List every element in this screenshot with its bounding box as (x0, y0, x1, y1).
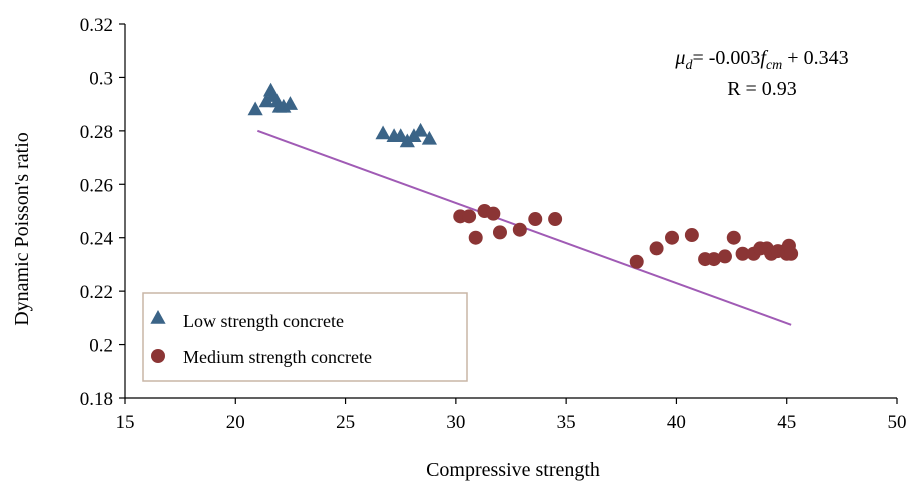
x-tick-label: 30 (446, 412, 465, 433)
data-point-medium-strength (784, 246, 799, 261)
data-point-low-strength (412, 122, 429, 137)
legend-box (142, 292, 468, 382)
x-tick-label: 25 (336, 412, 355, 433)
data-point-medium-strength (512, 222, 527, 237)
data-point-medium-strength (726, 230, 741, 245)
x-tick-label: 15 (116, 412, 135, 433)
y-axis-title: Dynamic Poisson's ratio (11, 132, 33, 326)
data-point-medium-strength (629, 254, 644, 269)
data-point-low-strength (375, 125, 391, 140)
x-axis-ticks: 15 20 25 30 35 40 45 50 (116, 398, 907, 433)
data-point-medium-strength (717, 249, 732, 264)
legend-label-low-strength: Low strength concrete (183, 311, 344, 331)
x-tick-label: 45 (777, 412, 796, 433)
data-point-medium-strength (492, 225, 507, 240)
x-tick-label: 35 (557, 412, 576, 433)
data-point-low-strength (421, 130, 437, 145)
data-point-medium-strength (462, 209, 477, 224)
x-tick-label: 50 (888, 412, 907, 433)
correlation-coefficient: R = 0.93 (727, 78, 797, 100)
eq-end: + 0.343 (782, 47, 848, 69)
legend-label-medium-strength: Medium strength concrete (183, 347, 372, 367)
axes (124, 24, 897, 399)
legend-marker-low-strength (150, 310, 166, 324)
y-tick-label: 0.32 (80, 15, 113, 36)
legend-marker-medium-strength (151, 349, 165, 363)
eq-f: f (760, 47, 768, 69)
regression-equation: μd= -0.003fcm + 0.343 (674, 47, 848, 73)
x-axis-title: Compressive strength (426, 459, 600, 481)
data-point-medium-strength (649, 241, 664, 256)
data-point-low-strength (282, 96, 299, 110)
y-axis-ticks: 0.18 0.2 0.22 0.24 0.26 0.28 0.3 0.32 (80, 15, 125, 410)
x-tick-label: 40 (667, 412, 686, 433)
data-point-medium-strength (528, 212, 543, 227)
data-point-medium-strength (486, 206, 501, 221)
data-point-medium-strength (548, 212, 563, 227)
data-point-medium-strength (735, 246, 750, 261)
data-point-low-strength (247, 101, 263, 116)
y-tick-label: 0.18 (80, 389, 113, 410)
y-tick-label: 0.24 (80, 229, 114, 250)
data-point-low-strength (393, 128, 409, 142)
y-tick-label: 0.22 (80, 282, 113, 303)
eq-sub-cm: cm (766, 58, 782, 73)
y-tick-label: 0.28 (80, 122, 113, 143)
data-point-medium-strength (665, 230, 680, 245)
eq-sub-d: d (685, 58, 693, 73)
data-point-medium-strength (468, 230, 483, 245)
data-point-medium-strength (706, 252, 721, 267)
data-points (247, 82, 799, 269)
eq-mu: μ (674, 47, 685, 69)
x-tick-label: 20 (226, 412, 245, 433)
eq-mid: = -0.003 (692, 47, 760, 69)
legend: Low strength concrete Medium strength co… (142, 292, 468, 382)
y-tick-label: 0.3 (89, 68, 113, 89)
data-point-medium-strength (684, 228, 699, 243)
y-tick-label: 0.26 (80, 175, 113, 196)
y-tick-label: 0.2 (89, 336, 113, 357)
